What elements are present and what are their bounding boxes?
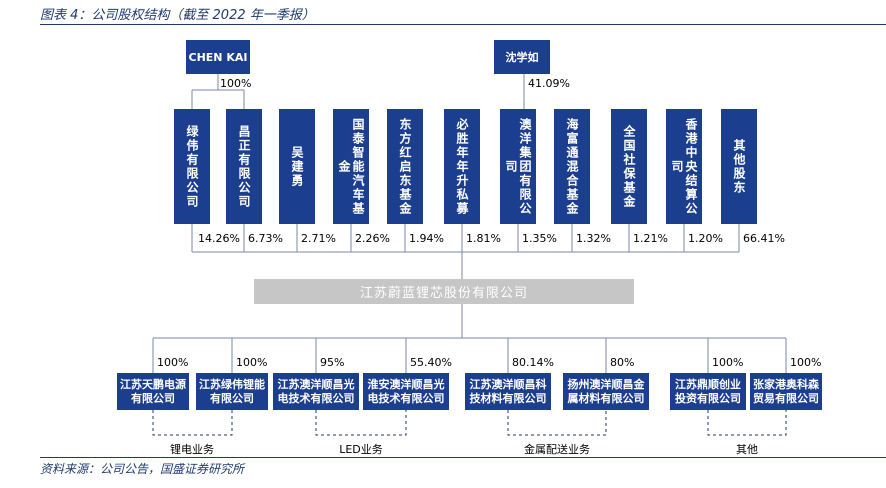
shareholder-box: 澳洋集团有限公司 [500,109,536,224]
subsidiary-pct: 55.40% [410,356,452,369]
subsidiary-box: 江苏绿伟锂能有限公司 [196,373,268,410]
shareholder-box: 其他股东 [721,109,757,224]
shareholder-box: 昌正有限公司 [226,109,262,224]
shareholder-pct: 1.35% [522,232,557,245]
shareholder-pct: 6.73% [248,232,283,245]
subsidiary-pct: 80% [610,356,635,369]
shareholder-pct: 14.26% [198,232,240,245]
subsidiary-pct: 100% [712,356,744,369]
shareholder-pct: 1.81% [466,232,501,245]
group-label-other: 其他 [736,443,758,456]
shareholder-box: 全国社保基金 [611,109,647,224]
subsidiary-pct: 100% [790,356,822,369]
subsidiary-box: 江苏天鹏电源有限公司 [117,373,189,410]
subsidiary-box: 江苏鼎顺创业投资有限公司 [670,373,746,410]
shareholder-box: 东方红启东基金 [387,109,423,224]
figure-title: 图表 4：公司股权结构（截至 2022 年一季报） [40,8,315,23]
owner-shen-xueru: 沈学如 [494,40,550,74]
owner-shen-xueru-pct: 41.09% [528,77,570,90]
subsidiary-pct: 95% [320,356,345,369]
shareholder-pct: 1.32% [576,232,611,245]
top-rule [40,24,886,25]
shareholder-box: 海富通混合基金 [554,109,590,224]
subsidiary-pct: 100% [157,356,189,369]
bottom-rule [40,457,886,458]
subsidiary-pct: 100% [236,356,268,369]
subsidiary-box: 淮安澳洋顺昌光电技术有限公司 [363,373,449,410]
subsidiary-pct: 80.14% [512,356,554,369]
shareholder-box: 国泰智能汽车基金 [333,109,369,224]
shareholder-box: 吴建勇 [279,109,315,224]
group-label-metal: 金属配送业务 [524,443,590,456]
subsidiary-box: 扬州澳洋顺昌金属材料有限公司 [563,373,649,410]
shareholder-box: 香港中央结算公司 [666,109,702,224]
shareholder-pct: 2.26% [355,232,390,245]
shareholder-pct: 1.94% [409,232,444,245]
owner-chen-kai-pct: 100% [220,77,252,90]
group-label-lithium: 锂电业务 [170,443,214,456]
shareholder-box: 必胜年年升私募 [444,109,480,224]
owner-chen-kai: CHEN KAI [186,40,250,74]
subsidiary-box: 江苏澳洋顺昌光电技术有限公司 [273,373,359,410]
subsidiary-box: 江苏澳洋顺昌科技材料有限公司 [465,373,551,410]
shareholder-pct: 66.41% [743,232,785,245]
shareholder-box: 绿伟有限公司 [174,109,210,224]
group-label-led: LED业务 [339,443,383,456]
shareholder-pct: 1.21% [633,232,668,245]
subsidiary-box: 张家港奥科森贸易有限公司 [750,373,822,410]
shareholder-pct: 2.71% [301,232,336,245]
company-name-bar: 江苏蔚蓝锂芯股份有限公司 [254,279,634,304]
shareholder-pct: 1.20% [688,232,723,245]
source-note: 资料来源：公司公告，国盛证券研究所 [40,462,245,476]
